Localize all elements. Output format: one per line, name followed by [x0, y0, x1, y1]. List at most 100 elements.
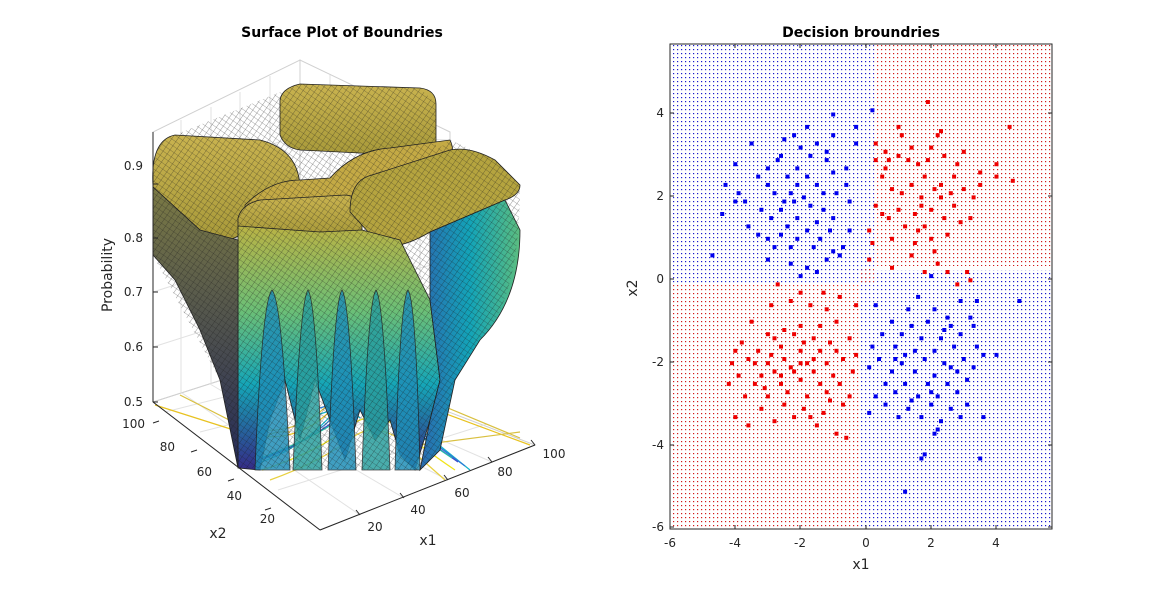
red-point — [749, 319, 754, 324]
blue-point — [765, 236, 770, 241]
red-point — [844, 435, 849, 440]
red-point — [788, 365, 793, 370]
blue-point — [925, 319, 930, 324]
red-point — [798, 348, 803, 353]
x1-tick: 60 — [454, 486, 469, 500]
blue-point — [785, 174, 790, 179]
blue-point — [994, 352, 999, 357]
red-point — [818, 348, 823, 353]
surface-plot-panel: 0.5 0.6 0.7 0.8 0.9 100 80 60 40 20 20 4… — [100, 25, 565, 549]
red-point — [935, 133, 940, 138]
y-tick: 4 — [656, 106, 664, 120]
blue-point — [811, 245, 816, 250]
blue-point — [772, 191, 777, 196]
red-point — [782, 402, 787, 407]
red-point — [769, 352, 774, 357]
blue-point — [779, 153, 783, 158]
x-tick: -2 — [794, 536, 806, 550]
blue-point — [961, 357, 966, 361]
blue-point — [798, 145, 803, 150]
red-point — [961, 149, 966, 154]
blue-point — [919, 415, 924, 420]
blue-point — [847, 228, 852, 233]
y-tick: 0 — [656, 272, 664, 286]
blue-point — [782, 137, 787, 142]
y-tick: 2 — [656, 189, 664, 203]
blue-point — [935, 394, 940, 399]
z-tick: 0.9 — [124, 159, 143, 173]
red-point — [1010, 178, 1015, 183]
red-point — [896, 207, 901, 212]
blue-point — [890, 369, 894, 374]
red-point — [762, 386, 767, 391]
blue-point — [847, 199, 852, 204]
red-point — [896, 124, 901, 129]
blue-point — [942, 361, 947, 366]
red-point — [932, 249, 937, 254]
blue-point — [795, 182, 800, 187]
red-point — [730, 361, 734, 366]
blue-point — [893, 390, 898, 395]
blue-point — [775, 158, 780, 163]
red-point — [890, 236, 894, 241]
blue-point — [782, 199, 787, 204]
blue-point — [749, 141, 754, 146]
red-point — [870, 241, 875, 245]
blue-point — [834, 191, 839, 196]
red-point — [801, 340, 806, 345]
blue-point — [974, 344, 979, 349]
red-point — [961, 187, 966, 192]
red-point — [798, 323, 803, 328]
red-point — [978, 170, 983, 175]
blue-point — [870, 344, 875, 349]
blue-point — [981, 352, 986, 357]
blue-point — [912, 369, 917, 374]
red-point — [968, 278, 973, 283]
z-tick: 0.7 — [124, 285, 143, 299]
red-point — [890, 265, 894, 270]
blue-point — [939, 419, 943, 424]
red-point — [850, 369, 855, 374]
red-point — [847, 336, 852, 341]
blue-point — [801, 195, 806, 200]
blue-point — [883, 402, 888, 407]
red-point — [808, 303, 813, 308]
blue-point — [805, 174, 810, 179]
red-point — [873, 158, 878, 163]
blue-point — [805, 124, 810, 129]
red-point — [824, 307, 829, 312]
decision-regions — [670, 44, 1052, 529]
red-point — [834, 431, 839, 436]
blue-point — [785, 224, 790, 229]
red-point — [854, 352, 859, 357]
red-point — [752, 381, 757, 386]
blue-point — [958, 332, 963, 337]
red-point — [909, 145, 914, 150]
red-point — [772, 336, 777, 341]
red-point — [932, 187, 937, 192]
red-point — [736, 373, 741, 378]
red-point — [965, 270, 970, 274]
surface-title: Surface Plot of Boundries — [241, 25, 443, 41]
blue-point — [779, 232, 783, 237]
blue-point — [903, 489, 908, 494]
red-point — [814, 423, 819, 428]
blue-point — [916, 394, 921, 399]
x2-tick: 20 — [260, 512, 275, 526]
blue-point — [756, 232, 761, 237]
red-point — [834, 319, 839, 324]
red-point — [952, 203, 957, 208]
x2-tick: 80 — [160, 440, 175, 454]
red-point — [968, 216, 973, 221]
blue-point — [743, 199, 748, 204]
red-point — [922, 270, 927, 274]
red-point — [899, 191, 904, 196]
red-point — [867, 257, 872, 262]
red-point — [821, 410, 826, 415]
blue-point — [873, 394, 878, 399]
red-point — [792, 415, 797, 420]
blue-point — [814, 141, 819, 146]
red-point — [765, 332, 770, 337]
blue-point — [971, 365, 976, 370]
blue-point — [867, 410, 872, 415]
